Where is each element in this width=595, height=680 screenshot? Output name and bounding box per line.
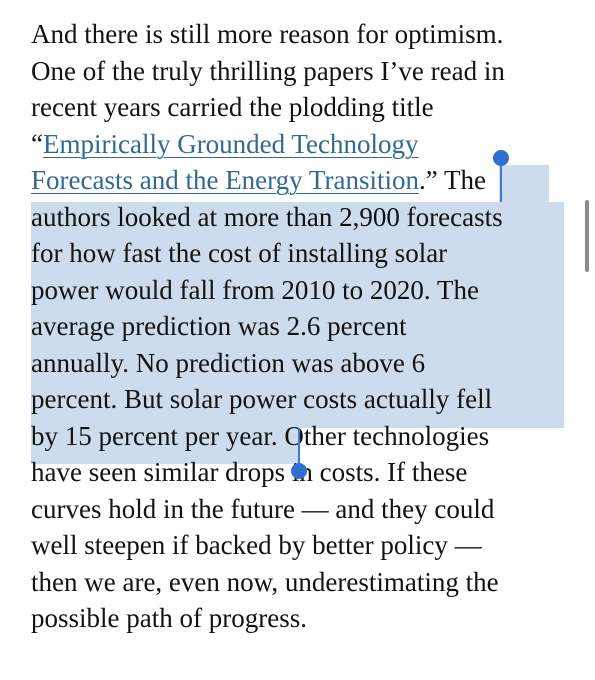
paragraph-line-selected: percent. But solar power costs actually … (31, 384, 493, 414)
article-body: And there is still more reason for optim… (31, 16, 581, 637)
selection-start-handle-icon[interactable] (493, 150, 509, 166)
paper-title-link[interactable]: Empirically Grounded Technology (42, 128, 419, 159)
paragraph-line: curves hold in the future — and they cou… (31, 493, 495, 524)
selection-highlight-block (31, 202, 564, 428)
paragraph-line: And there is still more reason for optim… (31, 19, 504, 49)
unselected-text: . Other technologies (270, 420, 490, 451)
open-quote: “ (31, 128, 43, 159)
selected-text: The (443, 165, 486, 195)
selection-end-caret (298, 428, 300, 468)
close-quote: .” (418, 165, 438, 195)
paragraph-line: One of the truly thrilling papers I’ve r… (31, 55, 505, 86)
paragraph-line: then we are, even now, underestimating t… (31, 566, 499, 597)
paragraph-line-selected: for how fast the cost of installing sola… (31, 238, 448, 268)
paragraph-line: possible path of progress. (31, 603, 307, 633)
article-paragraph: And there is still more reason for optim… (31, 16, 581, 637)
paragraph-line-selected: annually. No prediction was above 6 (31, 347, 426, 378)
paragraph-line: “Empirically Grounded Technology (31, 126, 581, 163)
selection-highlight-last-line (31, 428, 300, 464)
paragraph-line-selected: average prediction was 2.6 percent (31, 311, 407, 341)
selection-start-caret (500, 160, 502, 202)
paragraph-line: recent years carried the plodding title (31, 92, 434, 122)
paragraph-line: well steepen if backed by better policy … (31, 530, 482, 560)
selection-end-handle-icon[interactable] (291, 463, 307, 479)
selected-text: by 15 percent per year (31, 420, 271, 451)
paragraph-line-selected: authors looked at more than 2,900 foreca… (31, 201, 503, 232)
selection-highlight-first-line (499, 165, 549, 202)
paragraph-line: by 15 percent per year. Other technologi… (31, 418, 581, 455)
paragraph-line: have seen similar drops in costs. If the… (31, 457, 468, 487)
scrollbar-thumb[interactable] (585, 200, 589, 272)
paragraph-line: Forecasts and the Energy Transition.” Th… (31, 162, 581, 199)
paper-title-link-continued[interactable]: Forecasts and the Energy Transition (31, 165, 419, 195)
paragraph-line-selected: power would fall from 2010 to 2020. The (31, 274, 479, 305)
